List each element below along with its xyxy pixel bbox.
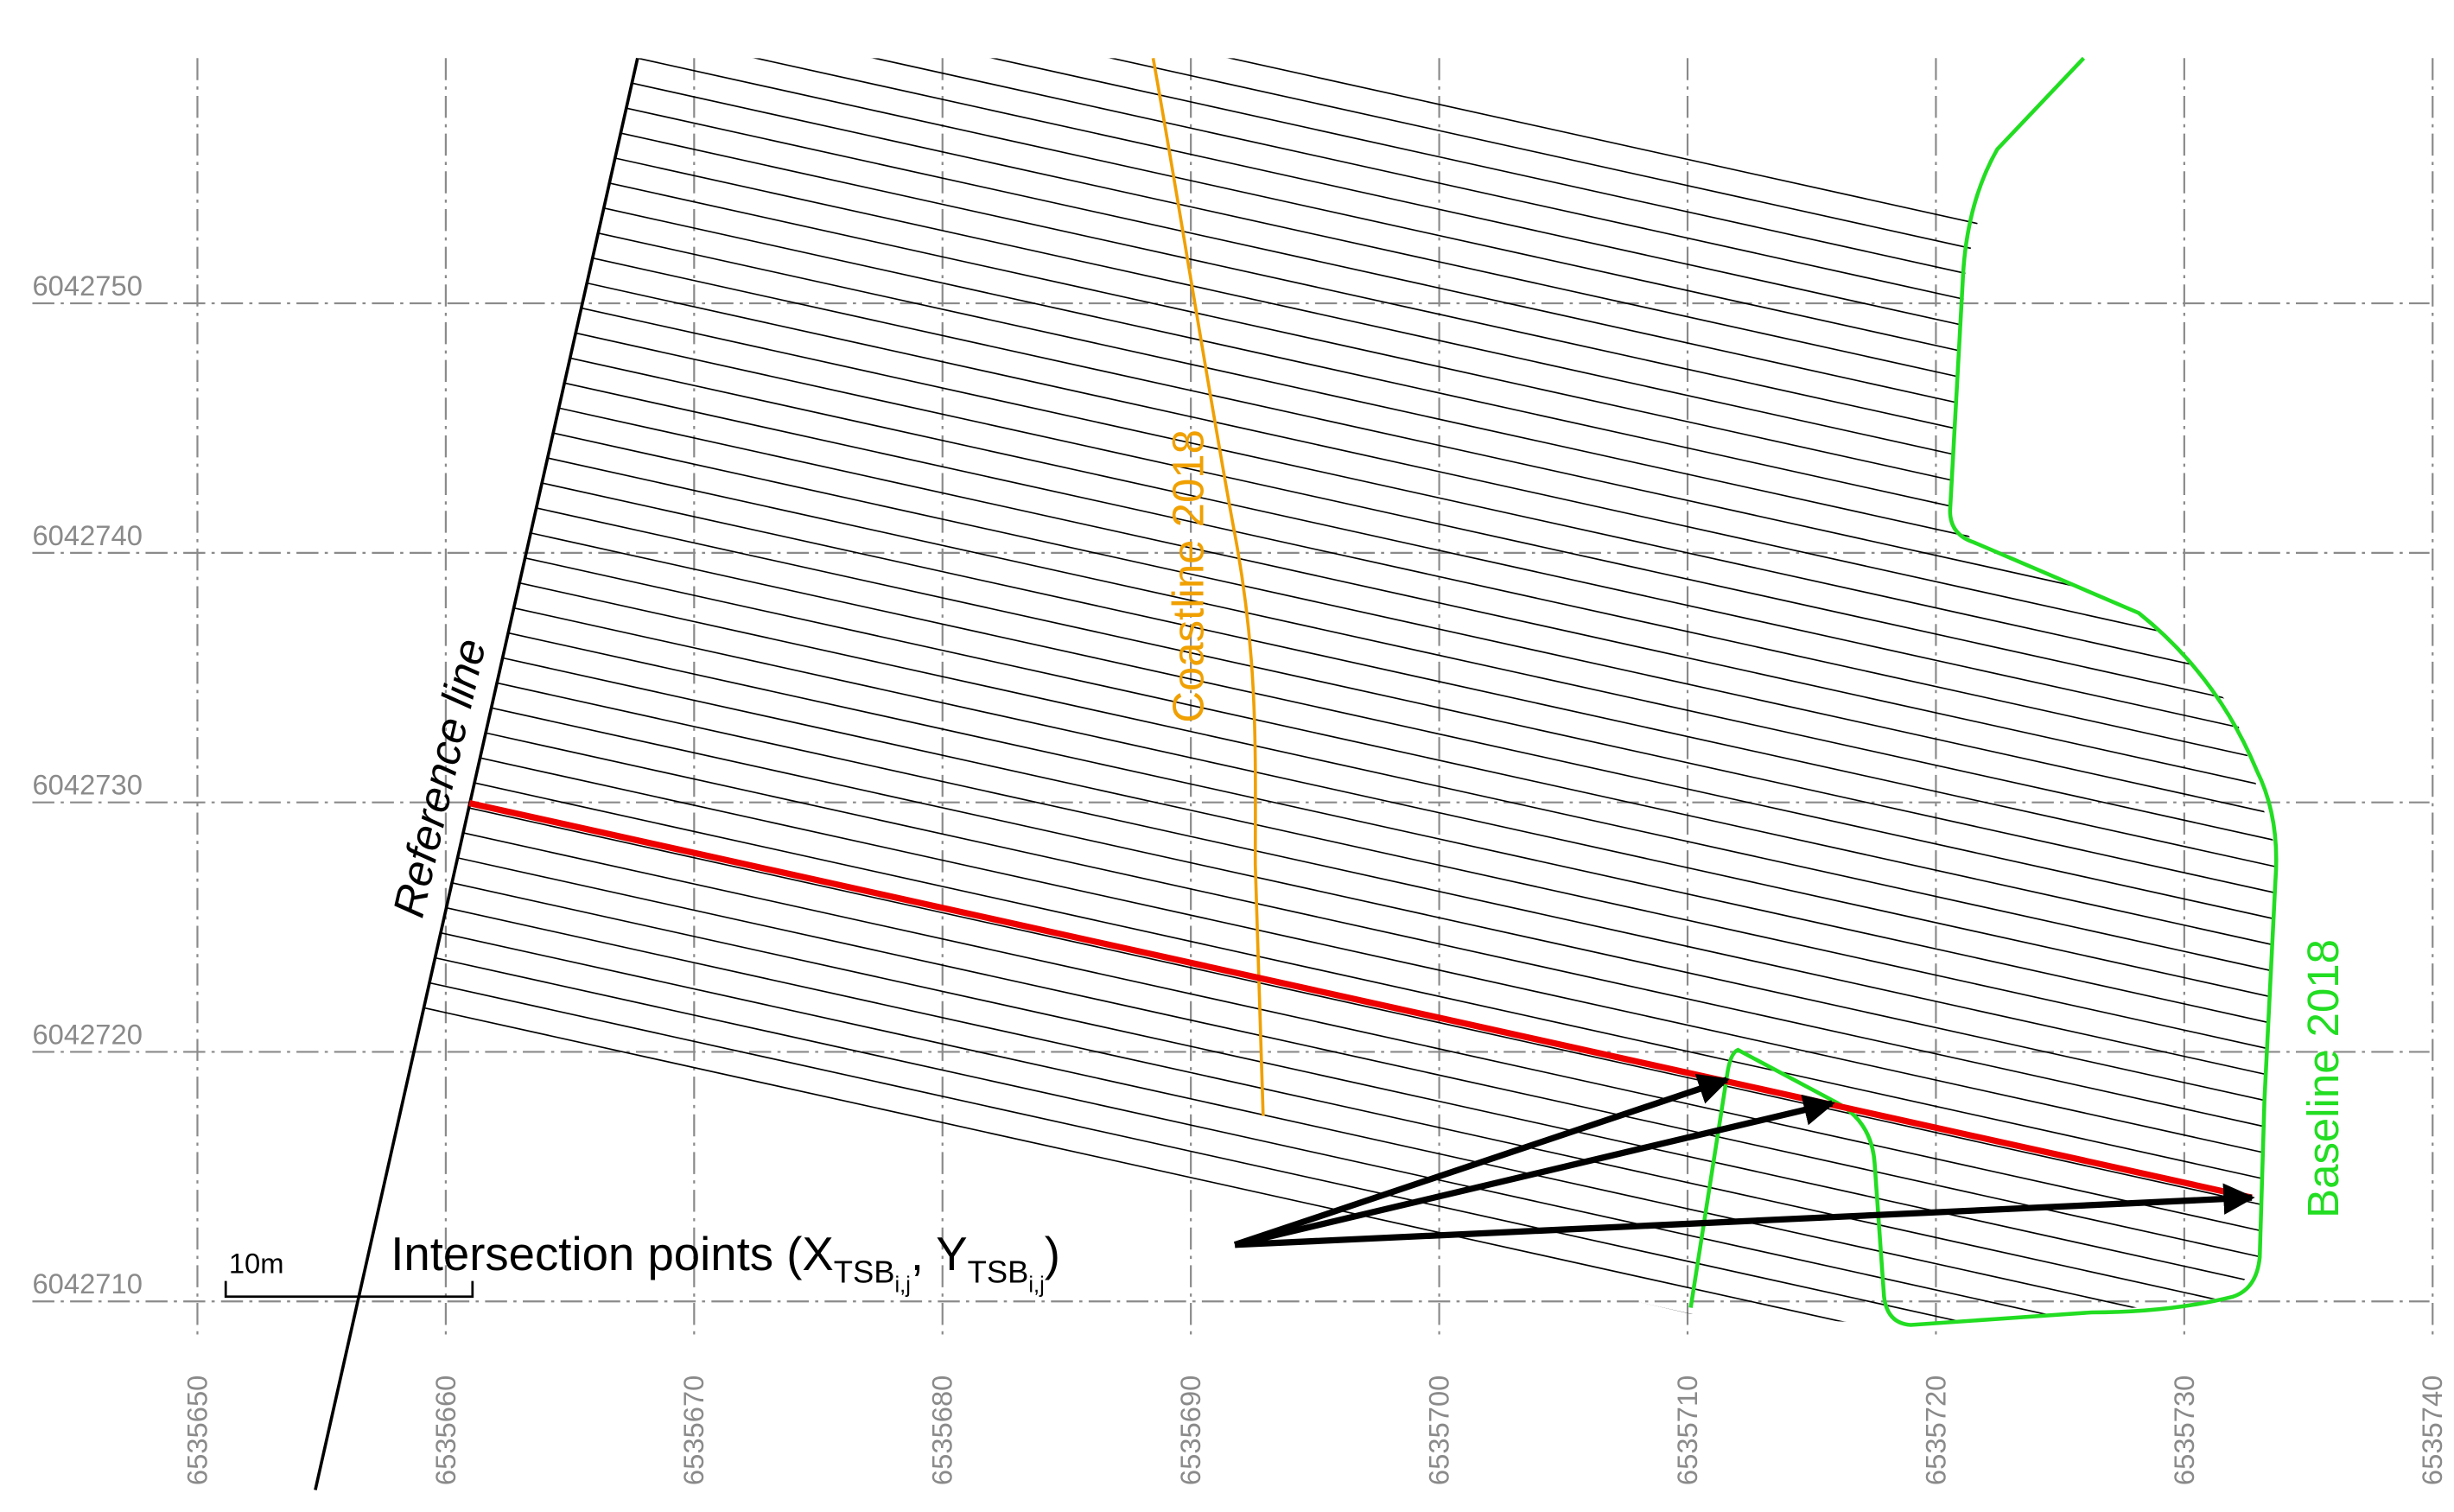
- transect: [485, 732, 2276, 1186]
- reference-line-label: Reference line: [384, 634, 495, 922]
- transect: [429, 982, 2276, 1325]
- transect: [587, 282, 2276, 736]
- transect: [513, 607, 2276, 1061]
- y-tick-label: 6042720: [32, 1018, 142, 1050]
- y-tick-label: 6042750: [32, 270, 142, 302]
- x-tick-label: 6535680: [926, 1375, 958, 1485]
- transect: [462, 832, 2276, 1286]
- transect: [598, 232, 2276, 687]
- transect: [547, 457, 2276, 912]
- selected-transect: [468, 800, 2253, 1201]
- reference-line: [314, 57, 639, 1490]
- transect: [665, 58, 2276, 386]
- transect: [620, 132, 2276, 587]
- transect: [474, 782, 2276, 1236]
- transects: [422, 58, 2276, 1325]
- label-subsub: i,j: [1028, 1273, 1044, 1297]
- coastline: [1151, 57, 1265, 1116]
- transect: [480, 757, 2276, 1211]
- transect: [457, 857, 2276, 1312]
- label-text: Intersection points (X: [391, 1228, 834, 1280]
- intersection-label: Intersection points (XTSBi,j, YTSBi,j): [391, 1228, 1060, 1297]
- y-tick-label: 6042730: [32, 769, 142, 801]
- transect: [468, 807, 2276, 1261]
- transect: [569, 357, 2276, 811]
- transect: [536, 507, 2276, 962]
- y-tick-label: 6042710: [32, 1267, 142, 1299]
- transect: [558, 407, 2276, 861]
- x-tick-label: 6535670: [677, 1375, 709, 1485]
- transect: [581, 307, 2276, 761]
- transect: [502, 657, 2276, 1111]
- transect: [518, 581, 2276, 1036]
- baseline-label: Baseline 2018: [2298, 939, 2348, 1218]
- arrow: [1233, 1073, 1730, 1248]
- coastline-label: Coastline 2018: [1164, 429, 1213, 723]
- transect: [451, 882, 2276, 1325]
- transect: [637, 58, 2276, 511]
- label-sub: TSB: [834, 1254, 895, 1289]
- transect: [626, 107, 2276, 562]
- transect: [592, 257, 2276, 711]
- transect: [524, 556, 2276, 1012]
- x-tick-label: 6535660: [429, 1375, 461, 1485]
- transect: [614, 157, 2276, 612]
- transect: [530, 532, 2276, 987]
- transect: [659, 58, 2276, 411]
- scale-bar: [224, 1280, 474, 1299]
- transect: [648, 58, 2276, 461]
- x-tick-label: 6535740: [2416, 1375, 2448, 1485]
- arrow: [1234, 1094, 1835, 1248]
- transect: [446, 906, 2276, 1325]
- label-text: ): [1045, 1228, 1060, 1280]
- transect: [542, 482, 2276, 937]
- x-tick-label: 6535700: [1422, 1375, 1454, 1485]
- arrows: [1233, 1073, 2255, 1248]
- transect: [496, 682, 2276, 1136]
- x-tick-label: 6535690: [1174, 1375, 1206, 1485]
- x-tick-label: 6535650: [181, 1375, 213, 1485]
- transect: [435, 956, 2276, 1325]
- x-tick-label: 6535710: [1671, 1375, 1703, 1485]
- transect: [564, 382, 2276, 836]
- transect: [440, 931, 2276, 1325]
- transect: [553, 432, 2276, 886]
- baseline: [1688, 56, 2279, 1327]
- transect: [654, 58, 2276, 436]
- x-tick-label: 6535720: [1919, 1375, 1951, 1485]
- label-sub: TSB: [968, 1254, 1029, 1289]
- transect: [632, 82, 2276, 537]
- transect: [491, 707, 2276, 1161]
- transect: [575, 332, 2276, 786]
- arrow: [1234, 1183, 2255, 1248]
- label-subsub: i,j: [895, 1273, 911, 1297]
- label-text: , Y: [911, 1228, 968, 1280]
- x-tick-label: 6535730: [2168, 1375, 2200, 1485]
- transect: [643, 58, 2276, 486]
- y-tick-label: 6042740: [32, 519, 142, 551]
- transect: [609, 182, 2276, 637]
- transect: [507, 632, 2276, 1086]
- transect: [603, 207, 2276, 662]
- scale-bar-label: 10m: [229, 1247, 284, 1279]
